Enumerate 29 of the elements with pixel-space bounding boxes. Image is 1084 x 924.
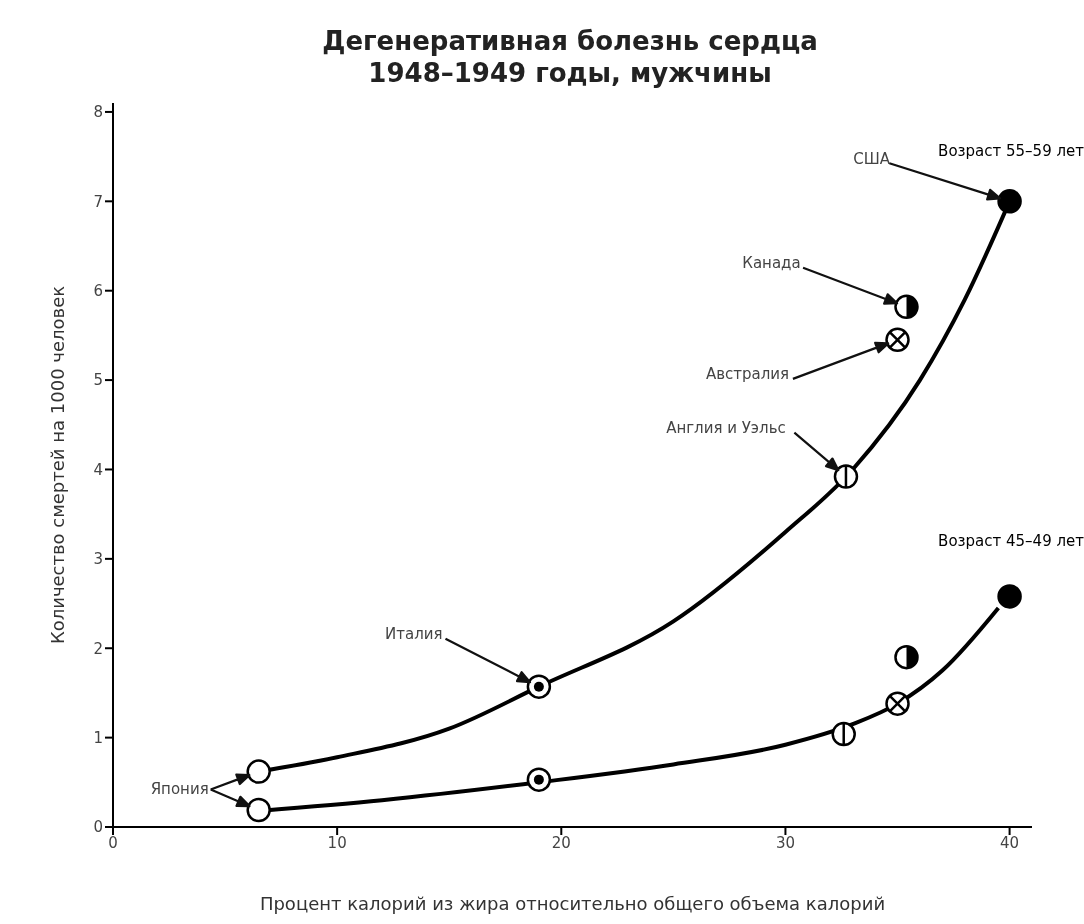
point <box>997 189 1022 214</box>
y-tick-label: 4 <box>93 460 103 479</box>
annotation: Австралия <box>705 365 790 384</box>
annotation: Италия <box>385 625 443 644</box>
y-tick-label: 0 <box>93 818 103 837</box>
y-tick-label: 7 <box>93 192 103 211</box>
x-tick-label: 40 <box>1000 833 1020 852</box>
x-tick-label: 30 <box>775 833 795 852</box>
annotation: США <box>853 149 891 168</box>
point <box>246 759 271 784</box>
y-tick-label: 8 <box>93 103 103 122</box>
text: Возраст 45–49 лет <box>938 532 1084 551</box>
x-axis-title: Процент калорий из жира относительно общего объема калорий <box>259 892 886 914</box>
x-tick-label: 10 <box>327 833 347 852</box>
y-axis-title: Количество смертей на 1000 человек <box>47 285 69 645</box>
annotation: Канада <box>742 254 801 273</box>
y-tick-label: 2 <box>93 639 103 658</box>
x-tick-label: 20 <box>551 833 571 852</box>
chart-title: Дегенеративная болезнь сердца 1948–1949 годы, мужчины <box>322 26 818 88</box>
y-tick-label: 6 <box>93 282 103 301</box>
y-tick-label: 3 <box>93 550 103 569</box>
y-tick-label: 5 <box>93 371 103 390</box>
annotation: Англия и Уэльс <box>666 419 786 438</box>
y-tick-label: 1 <box>93 728 103 747</box>
point <box>997 584 1022 609</box>
text: Возраст 55–59 лет <box>938 142 1084 161</box>
point <box>246 797 271 823</box>
annotation: Япония <box>150 780 209 799</box>
x-tick-label: 0 <box>108 833 118 852</box>
